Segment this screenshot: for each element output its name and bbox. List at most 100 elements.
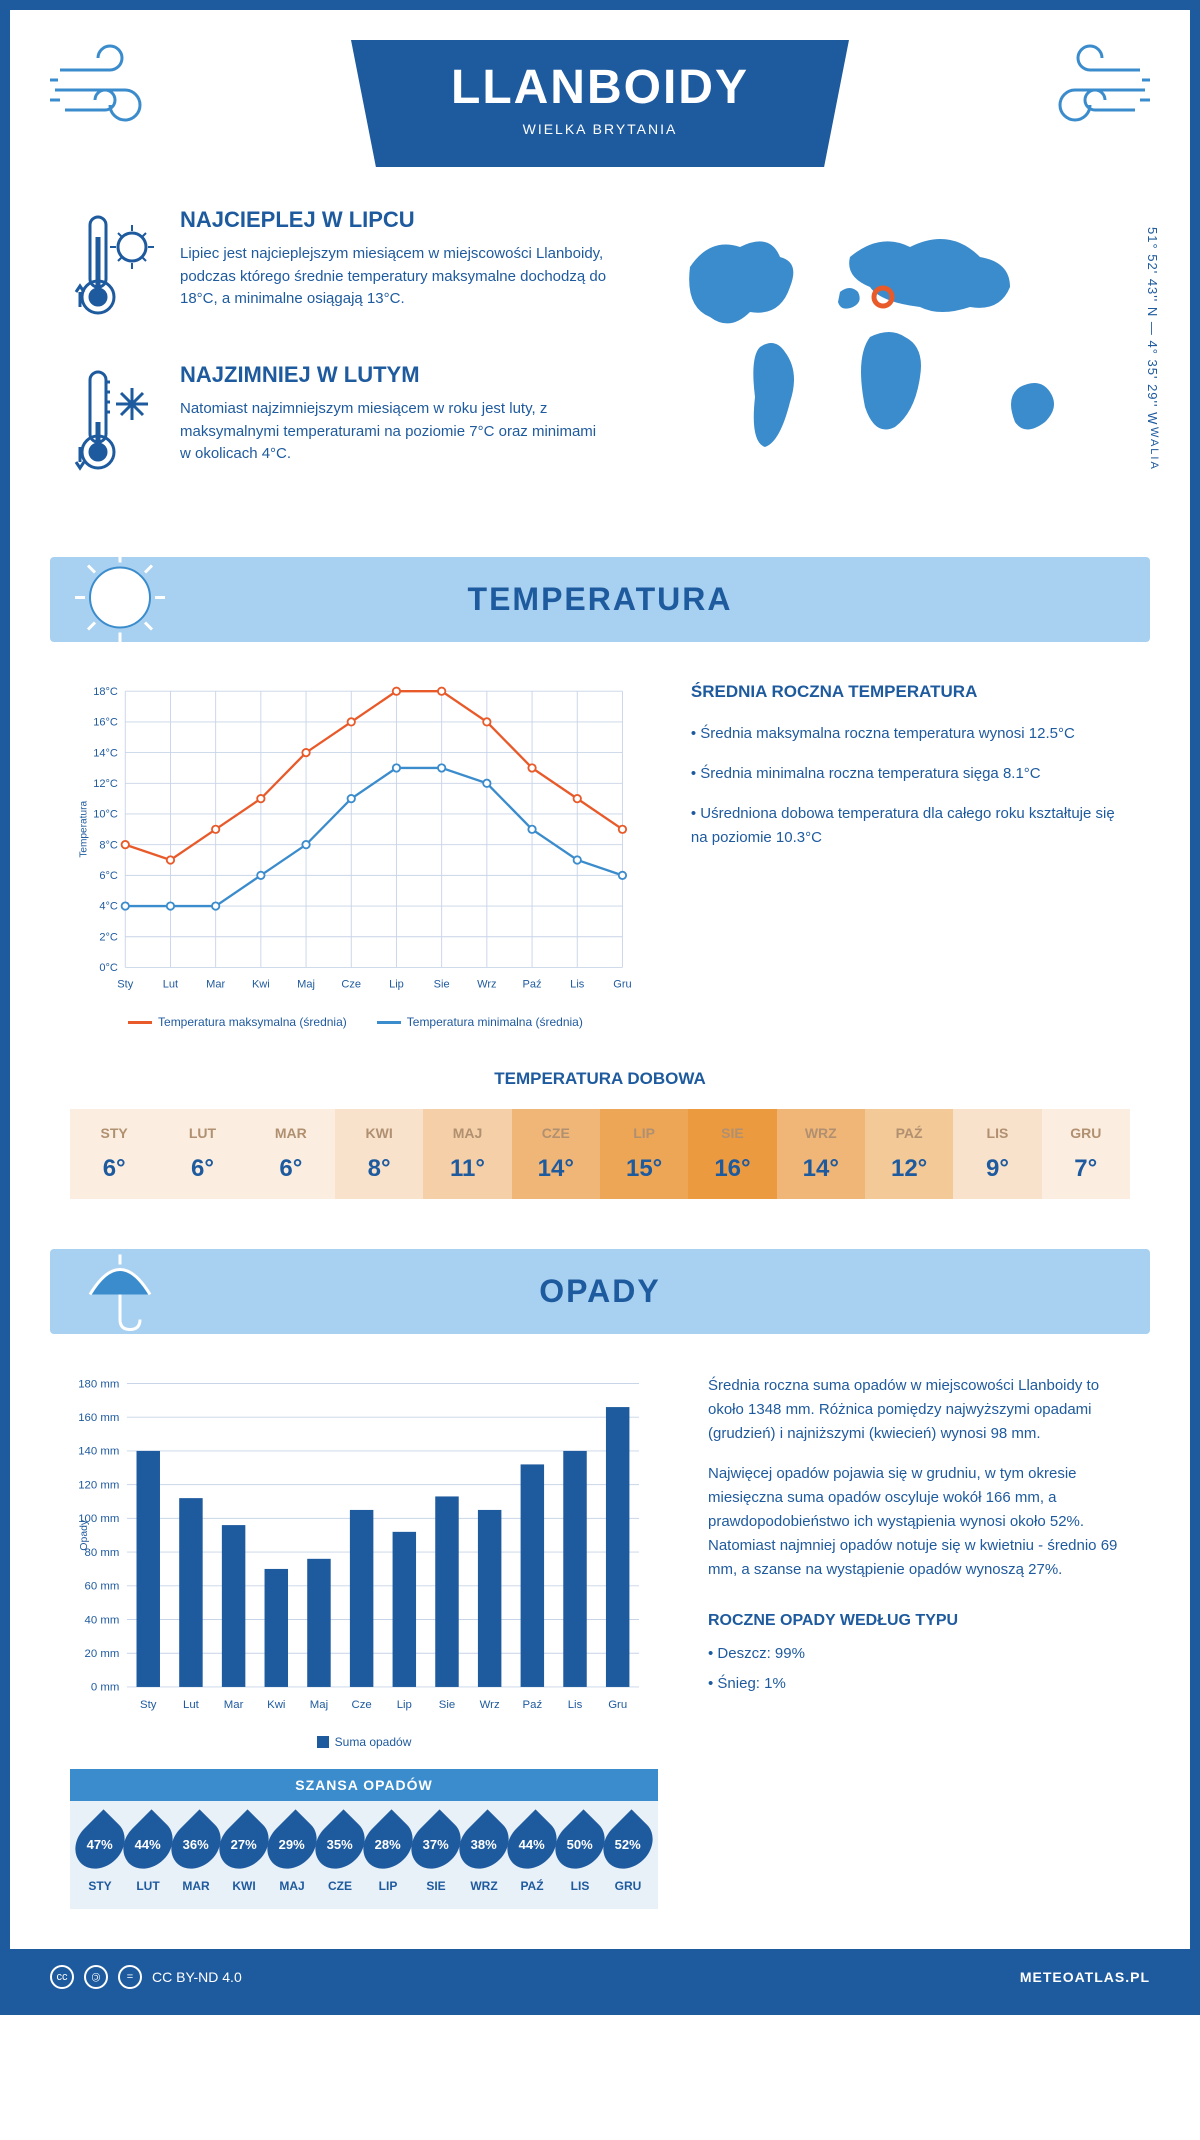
svg-text:Kwi: Kwi — [267, 1699, 285, 1711]
precipitation-chart-row: 0 mm20 mm40 mm60 mm80 mm100 mm120 mm140 … — [10, 1334, 1190, 1949]
rain-chance-month: SIE — [414, 1879, 458, 1893]
daily-temp-month: LUT — [158, 1125, 246, 1141]
rain-chance-value: 52% — [615, 1837, 641, 1852]
temp-info-bullet: • Średnia maksymalna roczna temperatura … — [691, 722, 1130, 746]
rain-type-bullet: • Śnieg: 1% — [708, 1672, 1130, 1696]
daily-temp-month: GRU — [1042, 1125, 1130, 1141]
svg-text:Kwi: Kwi — [252, 979, 270, 991]
daily-temp-value: 11° — [423, 1155, 511, 1183]
precip-info-2: Najwięcej opadów pojawia się w grudniu, … — [708, 1462, 1130, 1582]
intro-section: NAJCIEPLEJ W LIPCU Lipiec jest najcieple… — [10, 207, 1190, 557]
daily-temp-cell: CZE 14° — [512, 1109, 600, 1199]
rain-chance-month: LIP — [366, 1879, 410, 1893]
svg-text:Gru: Gru — [608, 1699, 627, 1711]
daily-temp-cell: GRU7° — [1042, 1109, 1130, 1199]
daily-temp-cell: PAŹ12° — [865, 1109, 953, 1199]
page-title: LLANBOIDY — [451, 60, 749, 115]
rain-chance-value: 44% — [519, 1837, 545, 1852]
daily-temp-month: MAR — [247, 1125, 335, 1141]
daily-temp-month: LIP — [600, 1125, 688, 1141]
rain-chance-value: 27% — [231, 1837, 257, 1852]
svg-text:4°C: 4°C — [99, 901, 118, 913]
rain-chance-cell: 36%MAR — [174, 1817, 218, 1893]
rain-type-block: ROCZNE OPADY WEDŁUG TYPU • Deszcz: 99%• … — [708, 1612, 1130, 1696]
daily-temp-cell: MAR6° — [247, 1109, 335, 1199]
thermometer-cold-icon — [70, 362, 160, 487]
temperature-title: TEMPERATURA — [50, 581, 1150, 618]
rain-chance-cell: 50%LIS — [558, 1817, 602, 1893]
rain-chance-cell: 29%MAJ — [270, 1817, 314, 1893]
daily-temp-month: KWI — [335, 1125, 423, 1141]
rain-chance-title: SZANSA OPADÓW — [70, 1769, 658, 1801]
warmest-title: NAJCIEPLEJ W LIPCU — [180, 207, 610, 233]
daily-temp-month: CZE — [512, 1125, 600, 1141]
svg-text:Mar: Mar — [224, 1699, 244, 1711]
header: LLANBOIDY WIELKA BRYTANIA — [10, 10, 1190, 207]
svg-text:Sie: Sie — [439, 1699, 455, 1711]
rain-chance-grid: 47%STY44%LUT36%MAR27%KWI29%MAJ35%CZE28%L… — [70, 1801, 658, 1909]
footer: cc 🄯 = CC BY-ND 4.0 METEOATLAS.PL — [10, 1949, 1190, 2005]
daily-temp-month: WRZ — [777, 1125, 865, 1141]
svg-text:Lip: Lip — [389, 979, 404, 991]
temperature-section-header: TEMPERATURA — [50, 557, 1150, 642]
svg-text:14°C: 14°C — [93, 747, 118, 759]
license-text: CC BY-ND 4.0 — [152, 1969, 242, 1985]
rain-chance-month: LUT — [126, 1879, 170, 1893]
daily-temp-value: 14° — [512, 1155, 600, 1183]
rain-chance-value: 38% — [471, 1837, 497, 1852]
daily-temp-value: 16° — [688, 1155, 776, 1183]
legend-swatch-max — [128, 1021, 152, 1024]
daily-temp-value: 6° — [158, 1155, 246, 1183]
coldest-title: NAJZIMNIEJ W LUTYM — [180, 362, 610, 388]
rain-chance-cell: 44%PAŹ — [510, 1817, 554, 1893]
temperature-chart-row: 0°C2°C4°C6°C8°C10°C12°C14°C16°C18°CStyLu… — [10, 642, 1190, 1069]
temperature-info: ŚREDNIA ROCZNA TEMPERATURA • Średnia mak… — [691, 682, 1130, 1029]
precipitation-bar-chart: 0 mm20 mm40 mm60 mm80 mm100 mm120 mm140 … — [70, 1374, 658, 1909]
rain-chance-value: 47% — [87, 1837, 113, 1852]
svg-text:8°C: 8°C — [99, 839, 118, 851]
rain-chance-cell: 37% SIE — [414, 1817, 458, 1893]
daily-temp-value: 6° — [70, 1155, 158, 1183]
footer-license: cc 🄯 = CC BY-ND 4.0 — [50, 1965, 242, 1989]
daily-temp-cell: STY 6° — [70, 1109, 158, 1199]
daily-temp-cell: LIP15° — [600, 1109, 688, 1199]
svg-text:18°C: 18°C — [93, 686, 118, 698]
svg-text:16°C: 16°C — [93, 717, 118, 729]
wind-deco-left — [50, 40, 170, 135]
rain-chance-value: 37% — [423, 1837, 449, 1852]
rain-chance-month: KWI — [222, 1879, 266, 1893]
svg-text:Sty: Sty — [140, 1699, 157, 1711]
raindrop-icon: 52% — [593, 1810, 662, 1879]
daily-temp-cell: KWI 8° — [335, 1109, 423, 1199]
svg-text:Wrz: Wrz — [477, 979, 496, 991]
rain-chance-cell: 52%GRU — [606, 1817, 650, 1893]
rain-type-bullet: • Deszcz: 99% — [708, 1642, 1130, 1666]
svg-text:10°C: 10°C — [93, 809, 118, 821]
coldest-text: Natomiast najzimniejszym miesiącem w rok… — [180, 398, 610, 466]
svg-text:Mar: Mar — [206, 979, 225, 991]
rain-chance-month: LIS — [558, 1879, 602, 1893]
rain-chance-month: MAJ — [270, 1879, 314, 1893]
rain-chance-value: 28% — [375, 1837, 401, 1852]
daily-temp-value: 8° — [335, 1155, 423, 1183]
rain-chance-cell: 38% WRZ — [462, 1817, 506, 1893]
rain-chance-month: WRZ — [462, 1879, 506, 1893]
svg-text:Lut: Lut — [163, 979, 178, 991]
rain-chance-value: 36% — [183, 1837, 209, 1852]
daily-temp-section: TEMPERATURA DOBOWA STY6°LUT6°MAR6°KWI8°M… — [10, 1069, 1190, 1249]
daily-temp-cell: SIE16° — [688, 1109, 776, 1199]
daily-temp-cell: WRZ14° — [777, 1109, 865, 1199]
svg-text:Sie: Sie — [434, 979, 450, 991]
svg-text:Gru: Gru — [613, 979, 631, 991]
svg-text:0°C: 0°C — [99, 962, 118, 974]
svg-text:Lis: Lis — [570, 979, 585, 991]
wind-deco-right — [1030, 40, 1150, 135]
precip-info-1: Średnia roczna suma opadów w miejscowośc… — [708, 1374, 1130, 1446]
rain-chance-cell: 47% STY — [78, 1817, 122, 1893]
daily-temp-month: STY — [70, 1125, 158, 1141]
header-banner: LLANBOIDY WIELKA BRYTANIA — [351, 40, 849, 167]
rain-chance-month: STY — [78, 1879, 122, 1893]
warmest-block: NAJCIEPLEJ W LIPCU Lipiec jest najcieple… — [70, 207, 610, 332]
temperature-legend: Temperatura maksymalna (średnia) Tempera… — [70, 1015, 641, 1029]
daily-temp-month: LIS — [953, 1125, 1041, 1141]
